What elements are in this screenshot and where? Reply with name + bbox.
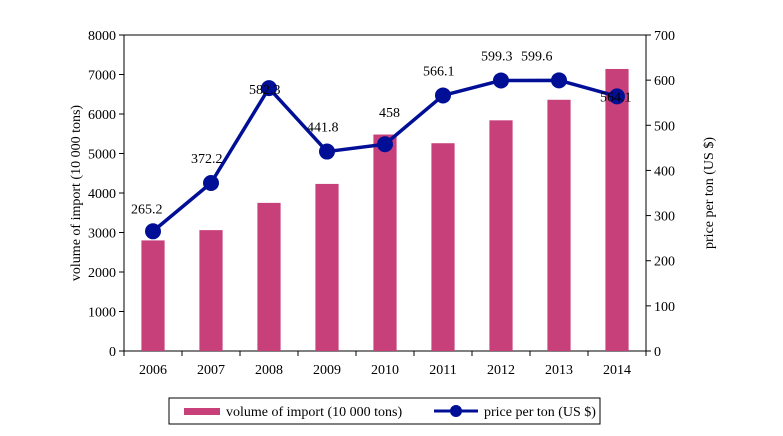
price-marker-2009: [319, 143, 335, 160]
x-tick-label-2010: 2010: [371, 363, 399, 378]
price-marker-2008: [261, 80, 277, 97]
price-label-2013: 599.6: [521, 49, 553, 64]
x-tick-label-2014: 2014: [603, 363, 631, 378]
bar-2013: [547, 99, 571, 351]
left-tick-label-1000: 1000: [88, 306, 116, 321]
x-tick-label-2013: 2013: [545, 363, 573, 378]
x-tick-label-2008: 2008: [255, 363, 283, 378]
price-label-2007: 372.2: [191, 152, 223, 167]
bar-2014: [605, 68, 629, 351]
legend: volume of import (10 000 tons) price per…: [168, 397, 601, 425]
left-tick-label-0: 0: [109, 345, 116, 360]
right-tick-label-100: 100: [654, 300, 675, 315]
x-tick-label-2012: 2012: [487, 363, 515, 378]
bar-2011: [431, 143, 455, 351]
x-tick-label-2007: 2007: [197, 363, 225, 378]
y-axis-left-title: volume of import (10 000 tons): [69, 105, 84, 281]
right-tick-label-0: 0: [654, 345, 661, 360]
right-tick-label-400: 400: [654, 164, 675, 179]
bar-2008: [257, 202, 281, 351]
bar-2006: [141, 240, 165, 351]
left-tick-label-2000: 2000: [88, 266, 116, 281]
price-label-2011: 566.1: [423, 64, 455, 79]
legend-swatch-volume: [184, 408, 220, 415]
bar-2012: [489, 120, 513, 351]
price-label-2008: 582.3: [249, 83, 281, 98]
x-tick-label-2009: 2009: [313, 363, 341, 378]
x-tick-label-2006: 2006: [139, 363, 167, 378]
legend-swatch-price-marker: [450, 405, 462, 417]
x-tick-label-2011: 2011: [429, 363, 456, 378]
price-marker-2014: [609, 88, 625, 105]
price-label-2006: 265.2: [131, 202, 163, 217]
left-tick-label-3000: 3000: [88, 227, 116, 242]
legend-label-price: price per ton (US $): [484, 405, 596, 420]
price-marker-2006: [145, 223, 161, 240]
price-marker-2007: [203, 174, 219, 191]
price-label-2010: 458: [379, 106, 400, 121]
legend-label-volume: volume of import (10 000 tons): [226, 405, 402, 420]
y-axis-right-title: price per ton (US $): [702, 137, 717, 249]
left-tick-label-8000: 8000: [88, 29, 116, 44]
left-tick-label-4000: 4000: [88, 187, 116, 202]
data-labels: 265.2 372.2 582.3 441.8 458 566.1 599.3 599.6 56…: [131, 49, 632, 217]
bar-2007: [199, 230, 223, 351]
right-tick-label-300: 300: [654, 210, 675, 225]
right-axis: 0 100 200 300 400 500 600 700: [646, 29, 675, 360]
price-marker-2011: [435, 87, 451, 104]
x-axis: 2006 2007 2008 2009 2010 2011 2012 2013 2014: [123, 351, 647, 378]
bar-series: [141, 68, 629, 351]
bar-2009: [315, 183, 339, 351]
legend-frame: [168, 397, 601, 425]
right-tick-label-700: 700: [654, 29, 675, 44]
left-tick-label-7000: 7000: [88, 69, 116, 84]
right-tick-label-500: 500: [654, 119, 675, 134]
right-tick-label-600: 600: [654, 74, 675, 89]
line-series: [145, 72, 625, 240]
price-label-2009: 441.8: [307, 121, 339, 136]
left-tick-label-6000: 6000: [88, 108, 116, 123]
price-marker-2013: [551, 72, 567, 89]
left-tick-label-5000: 5000: [88, 148, 116, 163]
price-label-2014: 564.1: [600, 90, 632, 105]
price-marker-2012: [493, 72, 509, 89]
right-tick-label-200: 200: [654, 255, 675, 270]
left-axis: 0 1000 2000 3000 4000 5000 6000 7000 8000: [88, 29, 124, 360]
price-label-2012: 599.3: [481, 49, 513, 64]
bar-2010: [373, 134, 397, 351]
price-marker-2010: [377, 136, 393, 153]
